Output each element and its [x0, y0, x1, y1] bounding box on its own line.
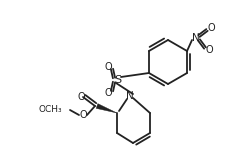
Text: O: O [79, 110, 87, 120]
Text: O: O [207, 23, 215, 33]
Text: O: O [104, 88, 112, 98]
Text: S: S [114, 75, 122, 85]
Polygon shape [96, 104, 117, 113]
Text: O: O [104, 62, 112, 72]
Text: OCH₃: OCH₃ [38, 106, 62, 115]
Text: O: O [77, 92, 85, 102]
Text: O: O [205, 45, 213, 55]
Text: N: N [126, 91, 134, 101]
Text: N: N [192, 33, 200, 43]
